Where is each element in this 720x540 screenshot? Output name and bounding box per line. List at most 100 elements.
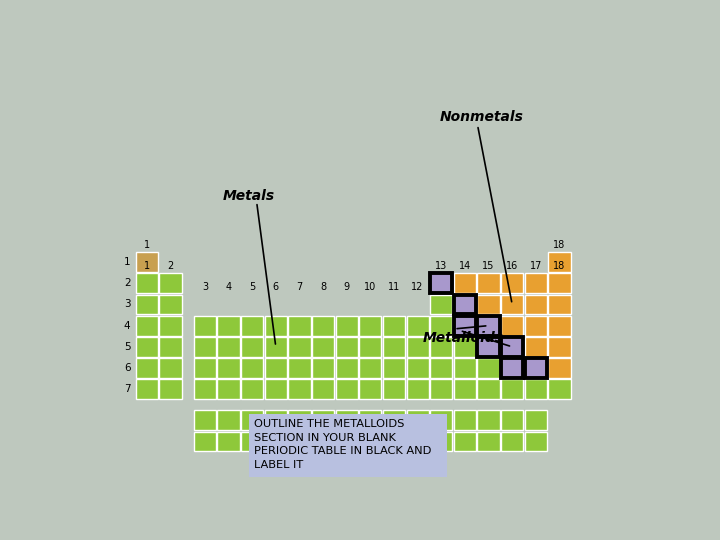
Bar: [159, 316, 181, 335]
Bar: [454, 294, 476, 314]
Text: 18: 18: [554, 261, 566, 271]
Bar: [159, 337, 181, 357]
Bar: [312, 316, 334, 335]
Bar: [477, 431, 500, 451]
Bar: [288, 410, 310, 430]
Bar: [525, 273, 547, 293]
Bar: [312, 379, 334, 399]
Bar: [454, 294, 476, 314]
Bar: [241, 379, 264, 399]
Bar: [407, 431, 428, 451]
Text: 17: 17: [530, 261, 542, 271]
Bar: [241, 358, 264, 378]
Bar: [549, 273, 570, 293]
Bar: [407, 410, 428, 430]
Bar: [525, 431, 547, 451]
Bar: [454, 337, 476, 357]
Bar: [407, 337, 428, 357]
Text: 1: 1: [144, 240, 150, 250]
Bar: [383, 379, 405, 399]
Bar: [217, 379, 240, 399]
Bar: [288, 316, 310, 335]
Bar: [525, 410, 547, 430]
Bar: [336, 358, 358, 378]
Bar: [454, 379, 476, 399]
Bar: [241, 431, 264, 451]
Bar: [454, 358, 476, 378]
Bar: [217, 431, 240, 451]
Bar: [477, 294, 500, 314]
Text: 1: 1: [144, 261, 150, 271]
Bar: [501, 337, 523, 357]
Bar: [359, 337, 382, 357]
Text: 2: 2: [124, 278, 130, 288]
Bar: [359, 431, 382, 451]
Bar: [194, 337, 216, 357]
Bar: [159, 273, 181, 293]
Bar: [549, 379, 570, 399]
Bar: [217, 358, 240, 378]
Text: OUTLINE THE METALLOIDS
SECTION IN YOUR BLANK
PERIODIC TABLE IN BLACK AND
LABEL I: OUTLINE THE METALLOIDS SECTION IN YOUR B…: [254, 419, 432, 470]
Bar: [312, 410, 334, 430]
Bar: [501, 410, 523, 430]
Bar: [135, 316, 158, 335]
Text: 4: 4: [225, 282, 232, 292]
Bar: [477, 337, 500, 357]
Bar: [501, 337, 523, 357]
Bar: [549, 294, 570, 314]
Bar: [407, 379, 428, 399]
Bar: [217, 316, 240, 335]
Bar: [265, 379, 287, 399]
Bar: [501, 358, 523, 378]
Bar: [525, 358, 547, 378]
Text: 16: 16: [506, 261, 518, 271]
Bar: [194, 431, 216, 451]
Text: 3: 3: [202, 282, 208, 292]
Bar: [501, 379, 523, 399]
Bar: [288, 431, 310, 451]
Bar: [336, 316, 358, 335]
Bar: [265, 410, 287, 430]
Bar: [135, 379, 158, 399]
Bar: [249, 414, 446, 477]
Bar: [430, 379, 452, 399]
Bar: [383, 410, 405, 430]
Bar: [194, 316, 216, 335]
Text: 7: 7: [297, 282, 302, 292]
Bar: [525, 358, 547, 378]
Bar: [501, 273, 523, 293]
Text: 5: 5: [249, 282, 256, 292]
Text: 6: 6: [124, 363, 130, 373]
Text: 7: 7: [124, 384, 130, 394]
Bar: [525, 337, 547, 357]
Bar: [501, 294, 523, 314]
Bar: [383, 337, 405, 357]
Bar: [549, 316, 570, 335]
Bar: [265, 358, 287, 378]
Bar: [430, 273, 452, 293]
Bar: [159, 294, 181, 314]
Bar: [430, 337, 452, 357]
Bar: [312, 337, 334, 357]
Bar: [135, 294, 158, 314]
Bar: [135, 337, 158, 357]
Text: Metals: Metals: [222, 188, 275, 202]
Text: 15: 15: [482, 261, 495, 271]
Bar: [454, 316, 476, 335]
Bar: [288, 337, 310, 357]
Bar: [383, 358, 405, 378]
Bar: [359, 410, 382, 430]
Bar: [549, 337, 570, 357]
Text: 8: 8: [320, 282, 326, 292]
Text: 9: 9: [343, 282, 350, 292]
Bar: [241, 337, 264, 357]
Bar: [265, 337, 287, 357]
Bar: [549, 252, 570, 272]
Text: 1: 1: [124, 257, 130, 267]
Text: 12: 12: [411, 282, 424, 292]
Bar: [383, 431, 405, 451]
Bar: [525, 316, 547, 335]
Bar: [525, 379, 547, 399]
Bar: [407, 358, 428, 378]
Bar: [477, 379, 500, 399]
